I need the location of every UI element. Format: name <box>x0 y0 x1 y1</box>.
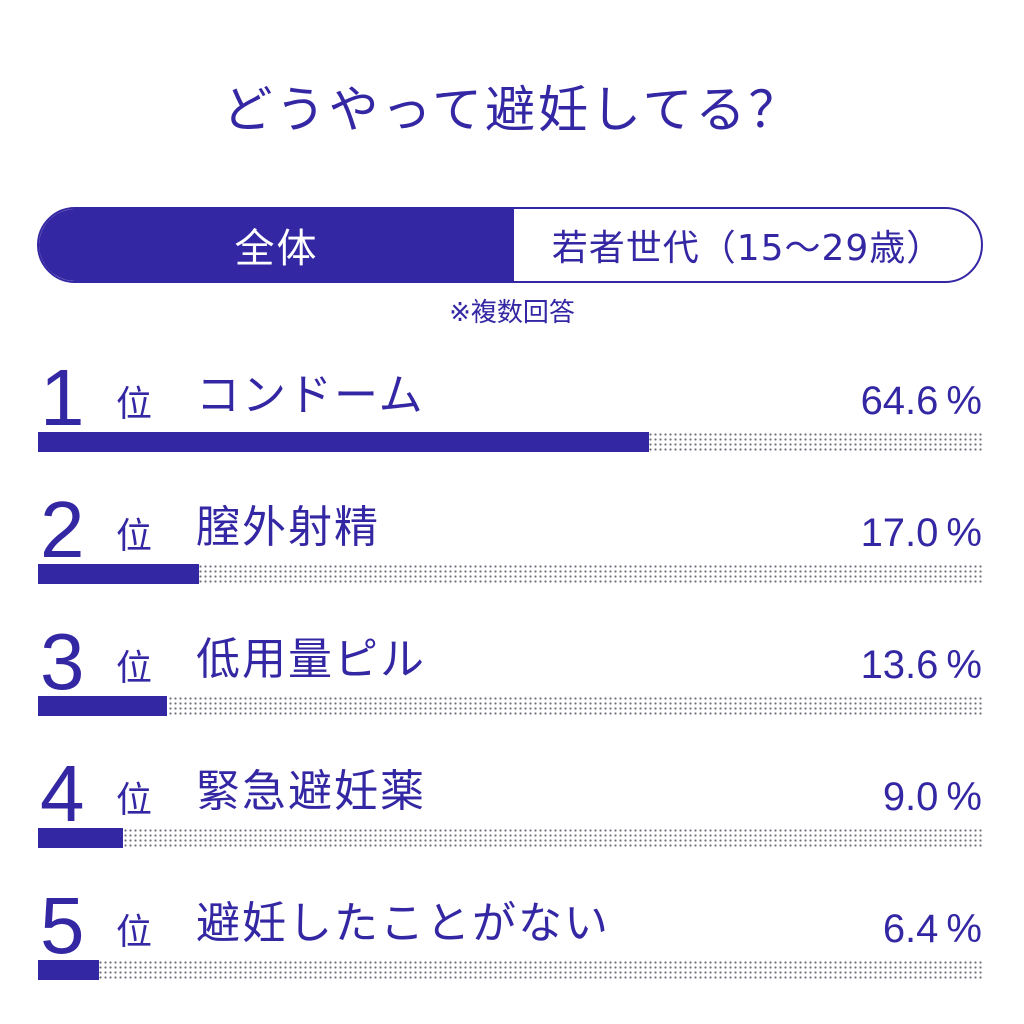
ranking-row: 5 位 避妊したことがない 6.4% <box>0 886 1024 1006</box>
percent-value: 6.4% <box>883 904 982 954</box>
method-label: 低用量ピル <box>196 634 426 685</box>
rank-suffix: 位 <box>116 384 153 425</box>
method-label: 膣外射精 <box>196 502 380 553</box>
rank-number: 2 <box>40 485 85 574</box>
rank-suffix: 位 <box>116 516 153 557</box>
rank-number: 4 <box>40 749 85 838</box>
segment-tabs: 全体 若者世代（15～29歳） <box>37 207 983 283</box>
bar-track <box>38 564 984 584</box>
rank-number: 3 <box>40 617 85 706</box>
page-title: どうやって避妊してる？ <box>222 81 802 139</box>
method-label: コンドーム <box>196 370 425 421</box>
percent-unit: % <box>946 907 982 951</box>
percent-number: 64.6 <box>860 379 939 423</box>
bar-track <box>38 960 984 980</box>
bar-fill <box>38 960 99 980</box>
rank-suffix: 位 <box>116 780 153 821</box>
bar-track <box>38 696 984 716</box>
rank-number: 5 <box>40 881 85 970</box>
ranking-row: 4 位 緊急避妊薬 9.0% <box>0 754 1024 874</box>
percent-unit: % <box>946 775 982 819</box>
percent-unit: % <box>946 511 982 555</box>
percent-unit: % <box>946 643 982 687</box>
percent-value: 13.6% <box>861 640 982 690</box>
tab-young-generation[interactable]: 若者世代（15～29歳） <box>551 228 944 269</box>
ranking-row: 3 位 低用量ピル 13.6% <box>0 622 1024 742</box>
percent-unit: % <box>946 379 982 423</box>
bar-fill <box>38 432 649 452</box>
ranking-row: 1 位 コンドーム 64.6% <box>0 358 1024 478</box>
method-label: 緊急避妊薬 <box>196 766 426 817</box>
percent-number: 9.0 <box>882 775 939 819</box>
bar-track <box>38 828 984 848</box>
tab-all[interactable]: 全体 <box>39 209 514 281</box>
rank-number: 1 <box>40 353 85 442</box>
percent-value: 9.0% <box>883 772 982 822</box>
percent-number: 6.4 <box>882 907 939 951</box>
percent-value: 17.0% <box>861 508 982 558</box>
percent-number: 13.6 <box>860 643 939 687</box>
bar-fill <box>38 696 167 716</box>
bar-fill <box>38 828 123 848</box>
rank-suffix: 位 <box>116 912 153 953</box>
method-label: 避妊したことがない <box>196 898 610 949</box>
rank-suffix: 位 <box>116 648 153 689</box>
percent-value: 64.6% <box>861 376 982 426</box>
percent-number: 17.0 <box>860 511 939 555</box>
ranking-row: 2 位 膣外射精 17.0% <box>0 490 1024 610</box>
multiple-answer-note: ※複数回答 <box>449 298 575 328</box>
bar-fill <box>38 564 199 584</box>
